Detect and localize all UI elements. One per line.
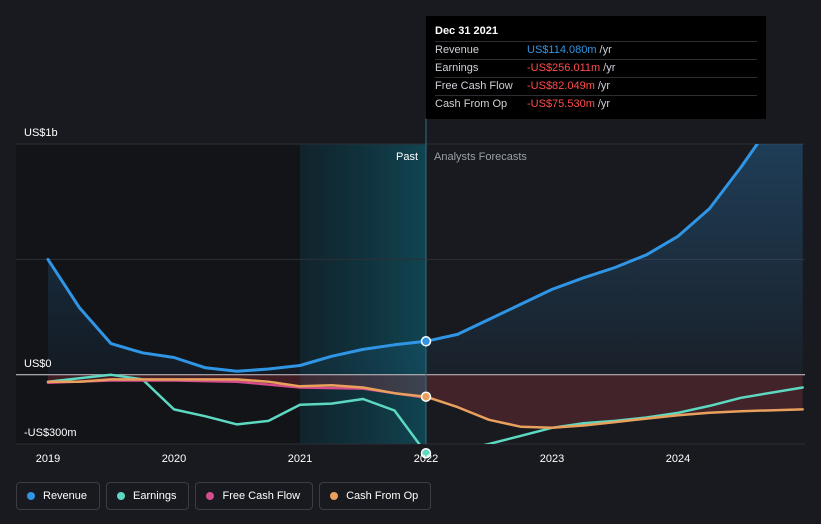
- tooltip: Dec 31 2021 Revenue US$114.080m/yr Earni…: [426, 16, 766, 119]
- y-axis-zero-label: US$0: [24, 358, 52, 370]
- series-fills: [48, 144, 803, 428]
- legend-dot-icon: [330, 492, 339, 500]
- tooltip-label: Earnings: [435, 62, 479, 74]
- tooltip-value: -US$75.530m/yr: [527, 98, 611, 110]
- forecast-label: Analysts Forecasts: [434, 151, 527, 163]
- x-tick-label: 2022: [414, 453, 438, 465]
- cash-from-op-area: [48, 374, 803, 428]
- highlight-markers: [420, 336, 432, 459]
- chart-canvas: US$1b US$0 -US$300m Past Analysts Foreca…: [16, 118, 805, 465]
- tooltip-row-cash-from-op: Cash From Op -US$75.530m/yr: [435, 95, 757, 113]
- legend-item-cash-from-op[interactable]: Cash From Op: [319, 482, 432, 510]
- series-lines: [46, 144, 804, 444]
- x-axis-ticks: 2019 2020 2021 2022 2023 2024: [36, 453, 690, 465]
- legend-item-free-cash-flow[interactable]: Free Cash Flow: [195, 482, 314, 510]
- tooltip-date: Dec 31 2021: [435, 25, 498, 37]
- past-label: Past: [396, 151, 418, 163]
- earnings-line: [46, 373, 804, 444]
- y-axis-bottom-label: -US$300m: [24, 427, 77, 439]
- y-axis-top-label: US$1b: [24, 127, 58, 139]
- cash-from-op-marker: [420, 391, 432, 402]
- legend: Revenue Earnings Free Cash Flow Cash Fro…: [16, 482, 432, 510]
- legend-label: Revenue: [43, 490, 88, 502]
- revenue-area: [48, 144, 803, 375]
- legend-label: Earnings: [133, 490, 177, 502]
- legend-dot-icon: [206, 492, 215, 500]
- x-tick-label: 2021: [288, 453, 312, 465]
- legend-dot-icon: [27, 492, 35, 500]
- tooltip-value: -US$256.011m/yr: [527, 62, 616, 74]
- cash-from-op-line: [46, 378, 804, 430]
- legend-item-revenue[interactable]: Revenue: [16, 482, 101, 510]
- tooltip-row-earnings: Earnings -US$256.011m/yr: [435, 59, 757, 77]
- revenue-marker: [420, 336, 432, 347]
- legend-dot-icon: [117, 492, 126, 500]
- legend-item-earnings[interactable]: Earnings: [106, 482, 190, 510]
- earnings-marker: [420, 447, 432, 459]
- tooltip-label: Revenue: [435, 44, 480, 56]
- x-tick-label: 2020: [162, 453, 186, 465]
- legend-label: Cash From Op: [346, 490, 419, 502]
- tooltip-row-revenue: Revenue US$114.080m/yr: [435, 41, 757, 59]
- tooltip-label: Cash From Op: [435, 98, 508, 110]
- tooltip-label: Free Cash Flow: [435, 80, 513, 92]
- legend-label: Free Cash Flow: [222, 490, 301, 502]
- x-tick-label: 2023: [540, 453, 564, 465]
- tooltip-row-free-cash-flow: Free Cash Flow -US$82.049m/yr: [435, 77, 757, 95]
- tooltip-value: -US$82.049m/yr: [527, 80, 611, 92]
- x-tick-label: 2024: [666, 453, 690, 465]
- tooltip-value: US$114.080m/yr: [527, 44, 612, 56]
- revenue-line: [46, 144, 760, 373]
- x-tick-label: 2019: [36, 453, 60, 465]
